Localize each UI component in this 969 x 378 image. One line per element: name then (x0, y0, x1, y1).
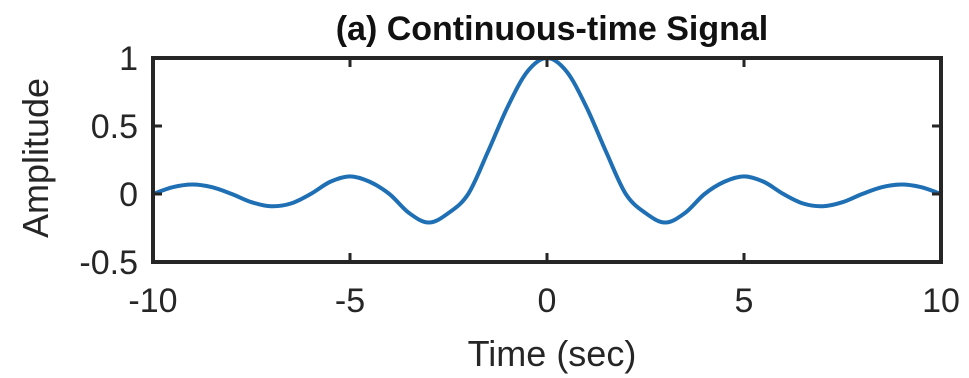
y-tick-label: 0.5 (91, 108, 138, 146)
series-line-0 (151, 56, 943, 225)
y-tick-label: -0.5 (79, 244, 138, 282)
plot-area: -10 -5 0 5 10 -0.5 0 0.5 1 (79, 40, 960, 320)
x-axis-label: Time (sec) (468, 333, 637, 374)
y-tick-label: 1 (119, 40, 138, 78)
x-tick-label: 10 (922, 282, 960, 320)
x-tick-label: -10 (128, 282, 177, 320)
x-tick-label: -5 (335, 282, 365, 320)
chart-title: (a) Continuous-time Signal (336, 10, 769, 48)
x-tick-label: 0 (538, 282, 557, 320)
axes-box (151, 56, 943, 264)
y-tick-label: 0 (119, 176, 138, 214)
y-axis-label: Amplitude (15, 78, 56, 238)
x-tick-label: 5 (735, 282, 754, 320)
